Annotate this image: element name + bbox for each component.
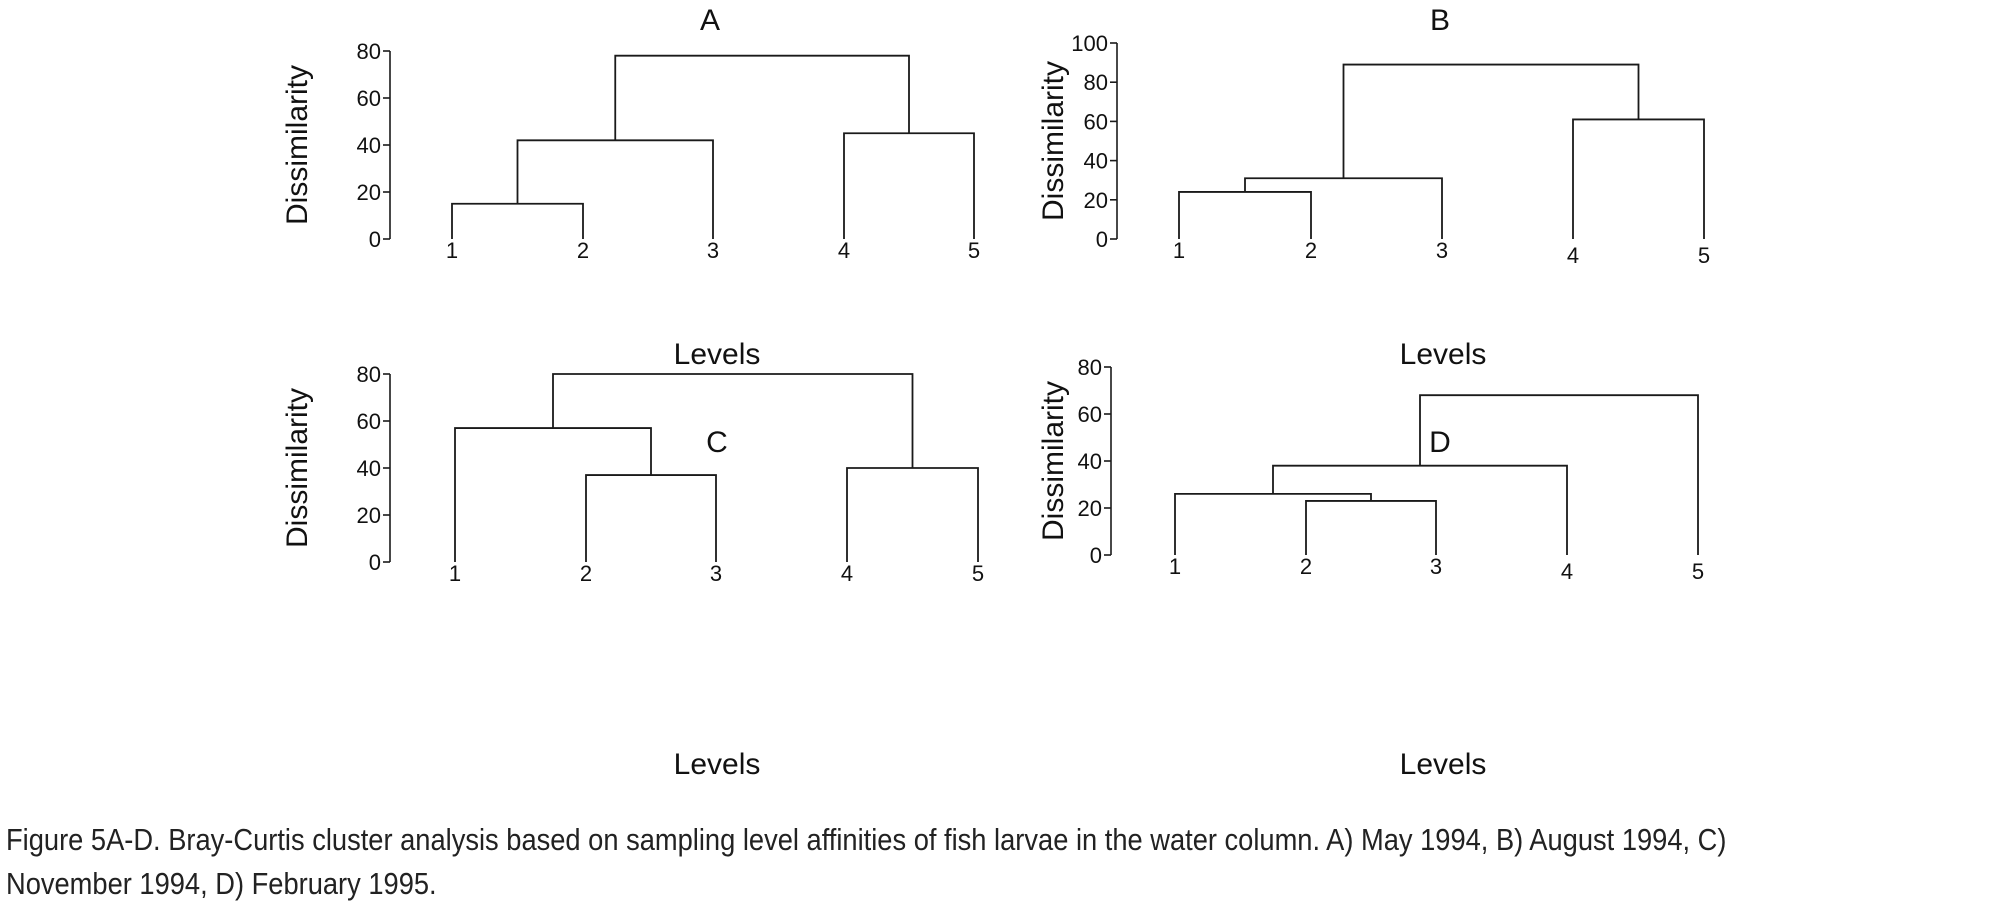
y-tick-label: 20 [1084,188,1108,213]
x-axis-label: Levels [1400,338,1487,371]
leaf-label: 5 [1698,243,1710,268]
cluster-link [843,132,975,239]
leaf-label: 2 [1305,238,1317,263]
y-tick-label: 100 [1071,31,1108,56]
cluster-link [454,427,652,562]
cluster-link [1174,493,1372,555]
leaf-label: 5 [968,238,980,263]
leaf-label: 2 [580,561,592,586]
panel-title: D [1429,426,1451,459]
leaf-label: 4 [841,561,853,586]
cluster-link [1178,191,1312,239]
y-tick-label: 60 [357,86,381,111]
cluster-link [1244,177,1443,239]
y-tick-label: 40 [357,456,381,481]
y-tick-label: 40 [1084,149,1108,174]
leaf-label: 1 [1169,554,1181,579]
cluster-link [1305,500,1437,555]
leaf-label: 4 [838,238,850,263]
cluster-link [585,474,717,562]
panel-title: B [1430,4,1450,37]
leaf-label: 3 [1430,554,1442,579]
y-tick-label: 60 [357,409,381,434]
leaf-label: 5 [1692,559,1704,584]
cluster-link [552,373,914,468]
panel-title: A [700,4,720,37]
y-tick-label: 80 [1078,355,1102,380]
y-tick-label: 60 [1078,402,1102,427]
leaf-label: 1 [446,238,458,263]
dendrogram-panel-d: D 0 20 40 60 80 Dissimilarity Levels 1 2 3 4 5 [1037,355,1704,781]
y-tick-label: 0 [1090,543,1102,568]
y-tick-label: 80 [357,362,381,387]
y-tick-label: 0 [1096,227,1108,252]
leaf-label: 4 [1561,559,1573,584]
y-axis-label: Dissimilarity [281,388,314,548]
cluster-link [846,467,979,562]
dendrogram-panel-c: C 0 20 40 60 80 Dissimilarity Levels 1 2 3 4 5 [281,362,984,781]
leaf-label: 4 [1567,243,1579,268]
cluster-link [1419,394,1699,555]
cluster-link [1272,464,1568,555]
y-tick-label: 80 [1084,70,1108,95]
y-axis-label: Dissimilarity [281,65,314,225]
y-tick-label: 40 [357,133,381,158]
y-tick-label: 0 [369,550,381,575]
y-tick-label: 20 [357,503,381,528]
x-axis-label: Levels [1400,748,1487,781]
y-tick-label: 40 [1078,449,1102,474]
leaf-label: 1 [449,561,461,586]
y-axis-label: Dissimilarity [1037,61,1070,221]
cluster-link [516,139,714,239]
cluster-link [451,202,584,239]
x-axis-label: Levels [674,338,761,371]
leaf-label: 2 [577,238,589,263]
cluster-link [614,54,910,141]
cluster-link [1572,118,1705,239]
y-tick-label: 20 [357,180,381,205]
panel-title: C [706,426,728,459]
y-tick-label: 60 [1084,109,1108,134]
y-axis-label: Dissimilarity [1037,381,1070,541]
y-tick-label: 20 [1078,496,1102,521]
cluster-link [1342,63,1640,179]
leaf-label: 3 [1436,238,1448,263]
leaf-label: 3 [710,561,722,586]
y-tick-label: 80 [357,39,381,64]
y-tick-label: 0 [369,227,381,252]
leaf-label: 3 [707,238,719,263]
leaf-label: 1 [1173,238,1185,263]
leaf-label: 5 [972,561,984,586]
x-axis-label: Levels [674,748,761,781]
leaf-label: 2 [1300,554,1312,579]
dendrogram-panel-a: A 0 20 40 60 80 Dissimilarity Levels 1 2 3 4 5 [281,4,980,371]
figure-caption: Figure 5A-D. Bray-Curtis cluster analysi… [6,822,1727,901]
